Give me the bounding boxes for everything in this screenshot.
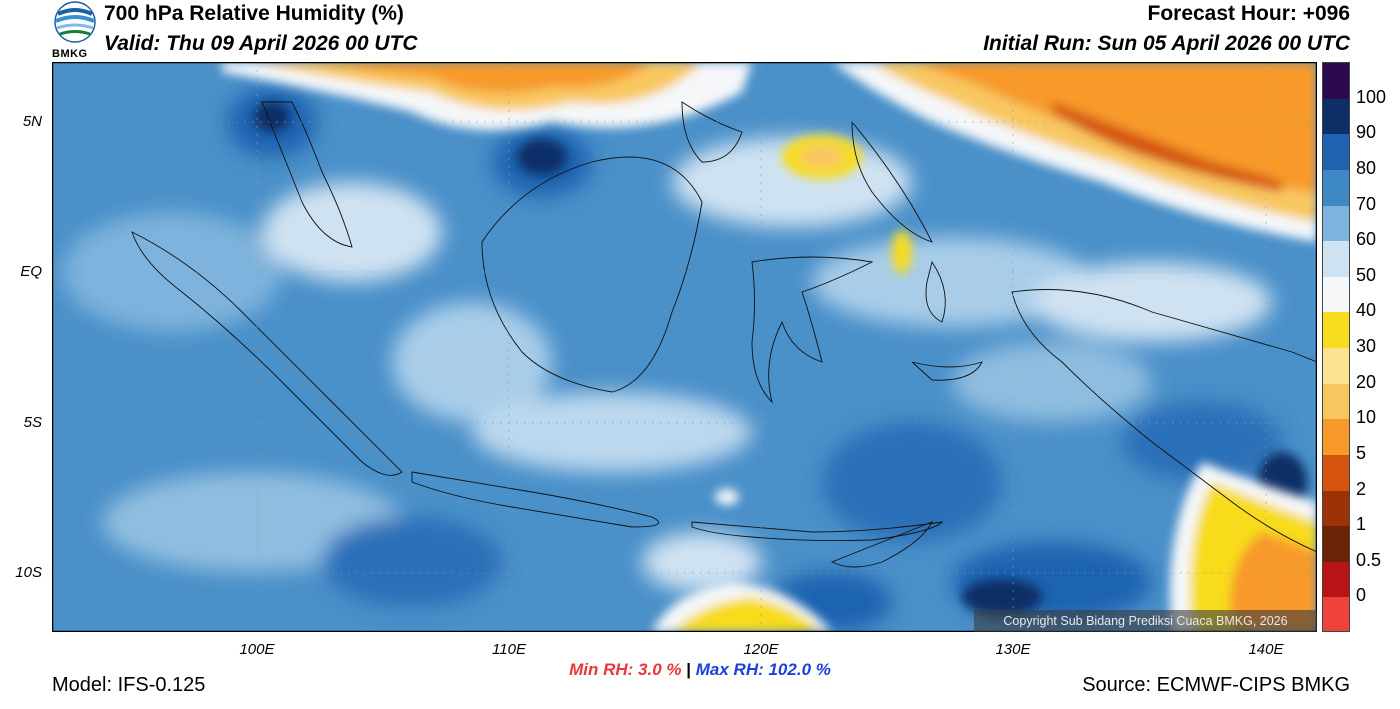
colorbar-segment [1323, 169, 1349, 206]
colorbar-segment [1323, 276, 1349, 313]
source-label: Source: ECMWF-CIPS BMKG [1082, 674, 1350, 696]
colorbar-label: 80 [1356, 157, 1377, 178]
max-rh: Max RH: 102.0 % [695, 660, 831, 679]
coastlines [131, 101, 1317, 568]
colorbar-segment [1323, 419, 1349, 455]
map-title: 700 hPa Relative Humidity (%) [104, 2, 404, 25]
min-max-separator: | [686, 660, 692, 679]
logo-text: BMKG [52, 48, 88, 60]
colorbar-label: 40 [1356, 300, 1377, 321]
lat-label-5s: 5S [23, 414, 42, 431]
colorbar-label: 70 [1356, 193, 1377, 214]
humidity-map [51, 61, 1318, 633]
colorbar-segment [1323, 63, 1349, 99]
colorbar-segment [1323, 205, 1349, 242]
colorbar-segment [1323, 348, 1349, 384]
colorbar-label: 0 [1356, 585, 1367, 606]
colorbar-segment [1323, 561, 1349, 598]
colorbar-segment [1323, 312, 1349, 348]
forecast-hour: Forecast Hour: +096 [1147, 2, 1351, 25]
colorbar [1322, 62, 1350, 632]
colorbar-label: 1 [1356, 514, 1367, 535]
colorbar-label: 20 [1356, 371, 1377, 392]
lon-label-130e: 130E [995, 641, 1031, 658]
colorbar-segment [1323, 134, 1349, 170]
colorbar-segment [1323, 490, 1349, 527]
colorbar-segment [1323, 526, 1349, 562]
initial-run: Initial Run: Sun 05 April 2026 00 UTC [983, 32, 1350, 55]
colorbar-segment [1323, 383, 1349, 420]
min-max-rh: Min RH: 3.0 % | Max RH: 102.0 % [0, 660, 1400, 680]
lon-label-140e: 140E [1248, 641, 1284, 658]
lon-label-120e: 120E [743, 641, 779, 658]
colorbar-label: 100 [1356, 86, 1387, 107]
colorbar-label: 0.5 [1356, 549, 1382, 570]
lat-label-5n: 5N [22, 113, 42, 130]
humidity-map-svg [51, 61, 1318, 633]
lon-label-100e: 100E [239, 641, 275, 658]
bmkg-logo [50, 0, 100, 62]
colorbar-label: 2 [1356, 478, 1367, 499]
lat-label-10s: 10S [15, 564, 42, 581]
graticule [52, 62, 1317, 632]
colorbar-segment [1323, 454, 1349, 491]
copyright-notice: Copyright Sub Bidang Prediksi Cuaca BMKG… [974, 610, 1317, 632]
colorbar-label: 10 [1356, 407, 1377, 428]
min-rh: Min RH: 3.0 % [569, 660, 682, 679]
colorbar-segment [1323, 241, 1349, 277]
lon-label-110e: 110E [492, 641, 526, 658]
colorbar-label: 50 [1356, 264, 1377, 285]
colorbar-label: 90 [1356, 122, 1377, 143]
colorbar-segment [1323, 98, 1349, 135]
colorbar-label: 60 [1356, 229, 1377, 250]
colorbar-label: 5 [1356, 442, 1367, 463]
colorbar-segment [1323, 597, 1349, 631]
valid-time: Valid: Thu 09 April 2026 00 UTC [104, 32, 418, 55]
colorbar-label: 30 [1356, 336, 1377, 356]
lat-label-eq: EQ [20, 263, 42, 280]
model-label: Model: IFS-0.125 [52, 674, 206, 696]
